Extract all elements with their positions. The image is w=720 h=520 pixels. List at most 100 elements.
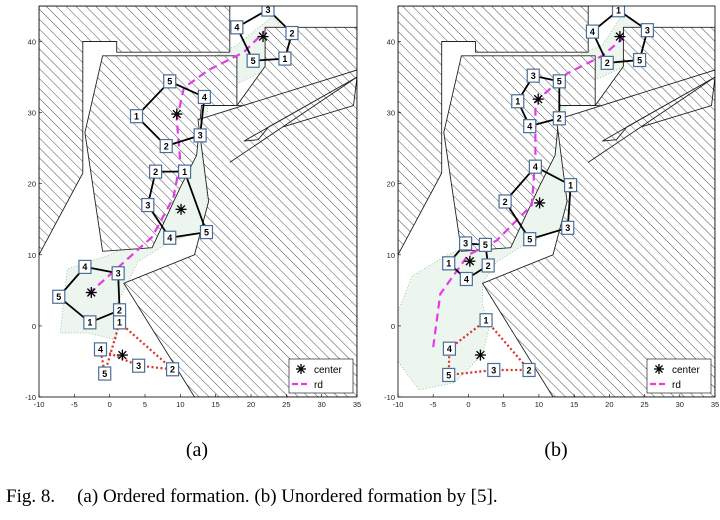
y-tick-label: 10 <box>28 251 36 260</box>
y-tick-label: 30 <box>387 109 395 118</box>
agent-label: 3 <box>491 365 496 375</box>
agent-node: 1 <box>177 164 192 179</box>
agent-node: 2 <box>112 303 127 318</box>
agent-node: 4 <box>442 341 457 356</box>
agent-node: 4 <box>523 119 537 134</box>
formation-center <box>614 31 626 43</box>
x-tick-label: 0 <box>108 400 112 409</box>
legend-rd-label: rd <box>672 380 681 391</box>
agent-node: 2 <box>149 164 163 179</box>
agent-node: 3 <box>487 362 501 378</box>
agent-node: 5 <box>163 74 177 89</box>
obstacle <box>587 76 715 163</box>
formation: 1 2 3 4 5 <box>52 259 127 330</box>
agent-node: 1 <box>479 313 493 328</box>
agent-label: 5 <box>204 227 209 237</box>
agent-node: 4 <box>163 230 177 245</box>
agent-label: 4 <box>202 92 207 102</box>
agent-node: 2 <box>481 258 495 273</box>
agent-label: 3 <box>645 25 650 35</box>
agent-node: 3 <box>561 220 575 235</box>
agent-node: 3 <box>193 128 207 143</box>
x-tick-label: -10 <box>34 400 45 409</box>
x-tick-label: 15 <box>570 400 578 409</box>
agent-node: 1 <box>278 51 292 66</box>
x-tick-label: 10 <box>176 400 184 409</box>
formation: 3 5 2 4 1 <box>442 236 495 287</box>
legend-center-label: center <box>672 365 700 376</box>
agent-node: 5 <box>52 289 66 304</box>
agent-label: 4 <box>447 344 452 354</box>
agent-label: 5 <box>557 77 562 87</box>
legend: center rd <box>646 358 712 394</box>
agent-label: 4 <box>464 274 469 284</box>
x-tick-label: 20 <box>247 400 255 409</box>
agent-label: 4 <box>533 162 538 172</box>
agent-label: 2 <box>503 197 508 207</box>
agent-label: 2 <box>486 261 491 271</box>
axes-frame <box>38 5 358 398</box>
formation: 1 4 5 3 2 <box>442 313 536 383</box>
agent-node: 2 <box>600 55 614 70</box>
caption-label: Fig. 8. <box>6 486 56 507</box>
agent-label: 5 <box>251 56 256 66</box>
agent-label: 5 <box>56 292 61 302</box>
agent-label: 1 <box>616 6 621 16</box>
obstacle <box>443 55 596 252</box>
x-tick-label: -10 <box>393 400 404 409</box>
agent-node: 1 <box>112 315 127 330</box>
agent-label: 1 <box>87 318 92 328</box>
formation: 1 2 3 4 5 <box>230 6 299 68</box>
x-tick-label: 15 <box>211 400 219 409</box>
x-tick-label: 10 <box>535 400 543 409</box>
legend-center-marker <box>296 364 306 374</box>
agent-node: 1 <box>442 256 456 271</box>
formation-center <box>171 108 183 120</box>
plot-area: 1 2 3 4 5 1 2 3 4 5 1 2 3 4 5 1 2 3 4 5 1 2 3 4 5 <box>39 6 357 397</box>
agent-label: 1 <box>282 54 287 64</box>
agent-node: 2 <box>165 362 180 377</box>
obstacle <box>398 6 589 256</box>
agent-node: 3 <box>141 197 155 213</box>
agent-node: 2 <box>522 362 536 378</box>
agent-label: 2 <box>557 114 562 124</box>
agent-node: 5 <box>478 237 492 252</box>
agent-label: 4 <box>167 233 172 243</box>
agent-node: 5 <box>199 224 214 240</box>
agent-node: 3 <box>640 23 654 38</box>
agent-node: 4 <box>78 259 92 275</box>
formation-center <box>116 349 128 361</box>
figure-caption: Fig. 8. (a) Ordered formation. (b) Unorde… <box>6 486 716 508</box>
y-tick-label: 0 <box>391 322 395 331</box>
x-tick-label: 35 <box>353 400 361 409</box>
agent-node: 2 <box>552 111 566 126</box>
agent-node: 3 <box>526 68 540 83</box>
y-tick-label: 20 <box>28 180 36 189</box>
agent-node: 2 <box>159 138 173 154</box>
agent-node: 3 <box>261 6 275 17</box>
agent-label: 3 <box>565 223 570 233</box>
x-tick-label: 0 <box>466 400 470 409</box>
x-tick-label: 25 <box>282 400 290 409</box>
x-tick-label: -5 <box>430 400 437 409</box>
agent-node: 5 <box>246 53 260 68</box>
x-tick-label: 5 <box>143 400 147 409</box>
agent-node: 1 <box>511 94 525 109</box>
y-tick-label: 20 <box>387 180 395 189</box>
agent-node: 1 <box>129 109 144 124</box>
legend-box <box>646 358 712 394</box>
agent-label: 2 <box>153 167 158 177</box>
agent-node: 4 <box>585 24 600 39</box>
formation-center <box>257 31 269 43</box>
agent-label: 4 <box>527 121 532 131</box>
obstacle <box>39 6 231 256</box>
agent-label: 4 <box>234 23 239 33</box>
agent-label: 5 <box>167 77 172 87</box>
formation-center <box>85 286 97 298</box>
agent-node: 2 <box>285 25 299 41</box>
agent-label: 3 <box>136 361 141 371</box>
agent-label: 3 <box>116 269 121 279</box>
agent-label: 2 <box>117 306 122 316</box>
agent-node: 4 <box>230 20 244 35</box>
